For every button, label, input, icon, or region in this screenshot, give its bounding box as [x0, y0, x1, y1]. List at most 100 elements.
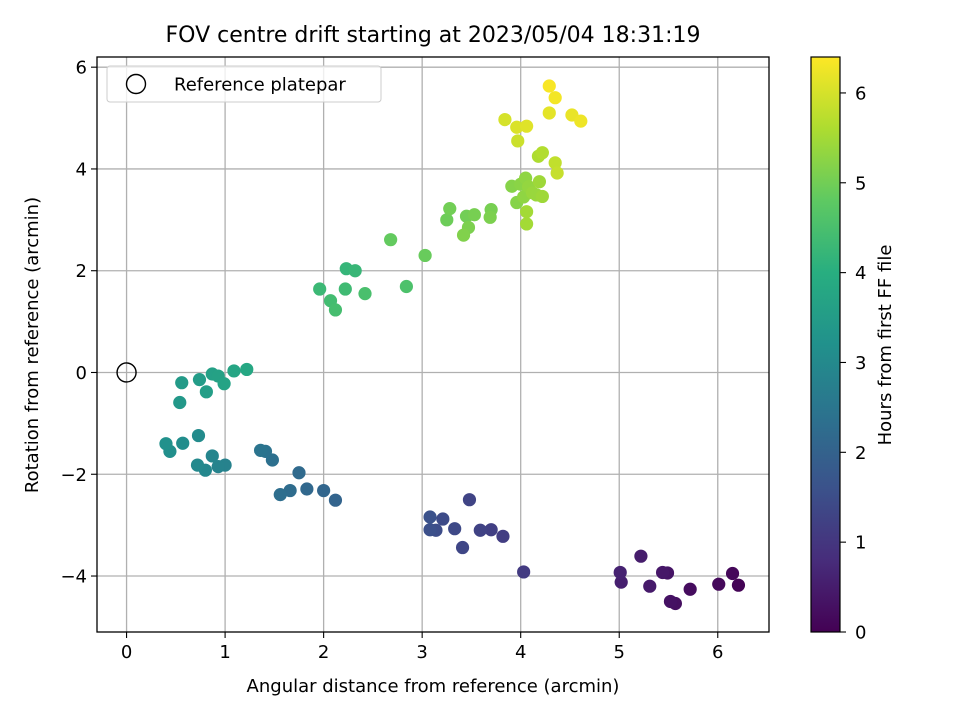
colorbar-tick-label: 5	[855, 173, 866, 194]
data-point	[328, 493, 343, 507]
data-point	[358, 287, 372, 301]
x-tick-label: 6	[712, 642, 723, 663]
x-axis-ticks: 0 1 2 3 4 5 6	[121, 632, 723, 663]
data-point	[467, 208, 481, 222]
data-point	[418, 248, 432, 263]
colorbar: 0 1 2 3 4 5 6 Hours from first FF file	[810, 56, 896, 644]
data-point	[455, 540, 470, 555]
data-point	[253, 443, 268, 457]
x-tick-label: 3	[416, 642, 427, 663]
colorbar-tick-label: 6	[855, 83, 866, 104]
data-point	[273, 488, 287, 502]
x-tick-label: 2	[318, 642, 329, 663]
colorbar-tick-label: 3	[855, 353, 866, 374]
data-point	[436, 512, 450, 526]
data-point	[532, 175, 547, 189]
data-point	[199, 385, 213, 399]
legend-reference-marker	[125, 73, 147, 95]
colorbar-label: Hours from first FF file	[875, 245, 896, 446]
data-point	[159, 437, 173, 451]
data-point	[483, 210, 497, 224]
data-point	[240, 362, 254, 377]
data-point	[634, 549, 648, 563]
colorbar-tick-label: 0	[855, 623, 866, 644]
data-point	[338, 282, 352, 296]
data-point	[484, 523, 498, 537]
data-points	[159, 79, 746, 611]
data-point	[190, 458, 205, 472]
x-axis-label: Angular distance from reference (arcmin)	[247, 676, 620, 697]
colorbar-tick-label: 4	[855, 263, 866, 284]
data-point	[535, 146, 549, 160]
colorbar-tick-label: 2	[855, 443, 866, 464]
data-point	[191, 428, 206, 443]
data-point	[613, 565, 627, 580]
legend-box	[106, 65, 382, 103]
x-tick-label: 4	[515, 642, 526, 663]
data-point	[614, 575, 628, 589]
grid	[97, 57, 769, 632]
data-point	[725, 566, 740, 581]
data-point	[510, 120, 524, 134]
data-point	[712, 577, 726, 591]
plot-frame	[96, 56, 770, 633]
data-point	[205, 449, 219, 463]
data-point	[550, 166, 564, 180]
data-point	[473, 523, 487, 537]
data-point	[498, 112, 512, 127]
data-point	[173, 395, 187, 410]
data-point	[548, 91, 562, 105]
legend-label: Reference platepar	[174, 75, 346, 96]
y-tick-label: 4	[76, 159, 87, 180]
data-point	[348, 264, 362, 278]
data-point	[542, 79, 556, 93]
colorbar-gradient	[810, 56, 841, 633]
data-point	[462, 493, 477, 507]
data-point	[731, 578, 746, 592]
data-point	[227, 364, 241, 378]
data-point	[643, 579, 657, 593]
data-point	[217, 377, 231, 391]
y-tick-label: 2	[76, 261, 87, 282]
data-point	[292, 466, 306, 480]
reference-platepar-marker	[116, 362, 137, 383]
y-axis-label: Rotation from reference (arcmin)	[22, 197, 43, 493]
data-point	[548, 156, 562, 170]
y-tick-label: −2	[60, 465, 87, 486]
y-tick-label: 6	[76, 58, 87, 79]
data-point	[192, 373, 207, 387]
data-point	[448, 522, 462, 536]
data-point	[443, 202, 457, 216]
data-point	[683, 582, 697, 596]
data-point	[175, 376, 189, 390]
data-point	[520, 205, 534, 219]
x-tick-label: 5	[614, 642, 625, 663]
data-point	[440, 213, 454, 227]
data-point	[211, 460, 225, 474]
data-point	[317, 483, 331, 498]
data-point	[456, 228, 471, 242]
data-point	[300, 482, 314, 496]
data-point	[423, 523, 437, 537]
data-point	[535, 189, 549, 204]
y-tick-label: −4	[60, 567, 87, 588]
data-point	[520, 217, 534, 231]
x-tick-label: 1	[219, 642, 230, 663]
colorbar-ticks: 0 1 2 3 4 5 6	[840, 83, 866, 644]
colorbar-tick-label: 1	[855, 533, 866, 554]
data-point	[399, 279, 413, 294]
data-point	[542, 106, 556, 120]
data-point	[655, 565, 670, 580]
data-point	[176, 436, 190, 450]
x-tick-label: 0	[121, 642, 132, 663]
legend: Reference platepar	[106, 65, 382, 103]
data-point	[328, 303, 343, 317]
data-point	[517, 565, 531, 579]
data-point	[520, 119, 534, 133]
y-axis-ticks: −4 −2 0 2 4 6	[60, 58, 97, 588]
data-point	[663, 594, 678, 609]
data-point	[511, 134, 525, 148]
data-point	[313, 282, 327, 296]
